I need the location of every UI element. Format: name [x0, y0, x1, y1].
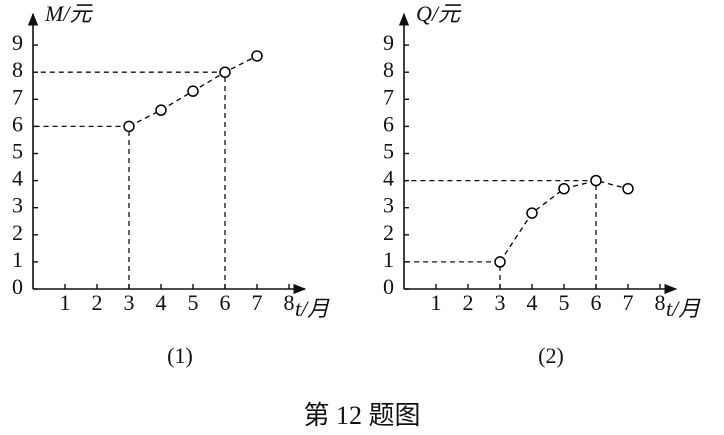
x-tick-label: 3 — [495, 290, 506, 315]
y-tick-label: 1 — [12, 247, 23, 272]
y-tick-label: 5 — [12, 139, 23, 164]
x-axis-label: t/月 — [666, 296, 701, 321]
y-tick-label: 4 — [383, 166, 394, 191]
data-point — [622, 182, 634, 195]
y-axis-label: Q/元 — [416, 1, 462, 26]
guide-line — [404, 179, 597, 289]
y-tick-label: 6 — [12, 111, 23, 136]
data-point — [494, 256, 506, 268]
guide-line — [33, 125, 130, 289]
x-tick-label: 5 — [188, 290, 199, 315]
x-tick-label: 1 — [431, 290, 442, 315]
x-tick-label: 4 — [527, 290, 538, 315]
figure-caption: 第 12 题图 — [303, 401, 420, 430]
data-point — [155, 104, 167, 116]
data-point — [219, 66, 231, 78]
x-tick-label: 6 — [220, 290, 231, 315]
data-point — [123, 120, 135, 133]
x-tick-label: 7 — [252, 290, 263, 315]
x-tick-label: 4 — [156, 290, 167, 315]
y-tick-label: 3 — [12, 193, 23, 218]
x-tick-label: 1 — [60, 290, 71, 315]
guide-line — [404, 261, 501, 289]
data-line — [499, 179, 629, 263]
data-point — [526, 207, 538, 219]
y-tick-label: 8 — [12, 57, 23, 82]
data-point — [251, 50, 263, 62]
y-tick-label: 9 — [12, 30, 23, 55]
y-tick-label: 7 — [383, 84, 394, 109]
y-tick-label: 6 — [383, 111, 394, 136]
x-axis-label: t/月 — [295, 296, 330, 321]
y-tick-label: 3 — [383, 193, 394, 218]
y-tick-label: 4 — [12, 166, 23, 191]
y-tick-label: 0 — [12, 274, 23, 299]
x-tick-label: 3 — [124, 290, 135, 315]
y-tick-label: 2 — [383, 220, 394, 245]
y-tick-label: 2 — [12, 220, 23, 245]
x-tick-label: 2 — [463, 290, 474, 315]
x-tick-label: 6 — [591, 290, 602, 315]
y-tick-label: 9 — [383, 30, 394, 55]
x-tick-label: 7 — [623, 290, 634, 315]
y-tick-label: 1 — [383, 247, 394, 272]
x-tick-label: 8 — [284, 290, 295, 315]
chart-label: (1) — [167, 343, 193, 368]
chart-label: (2) — [538, 343, 564, 368]
x-tick-label: 2 — [92, 290, 103, 315]
y-tick-label: 8 — [383, 57, 394, 82]
x-tick-label: 5 — [559, 290, 570, 315]
x-tick-label: 8 — [655, 290, 666, 315]
data-point — [558, 182, 570, 195]
y-tick-label: 5 — [383, 139, 394, 164]
y-axis-label: M/元 — [44, 1, 93, 26]
y-tick-label: 0 — [383, 274, 394, 299]
y-tick-label: 7 — [12, 84, 23, 109]
data-point — [590, 174, 602, 187]
data-point — [187, 85, 199, 97]
